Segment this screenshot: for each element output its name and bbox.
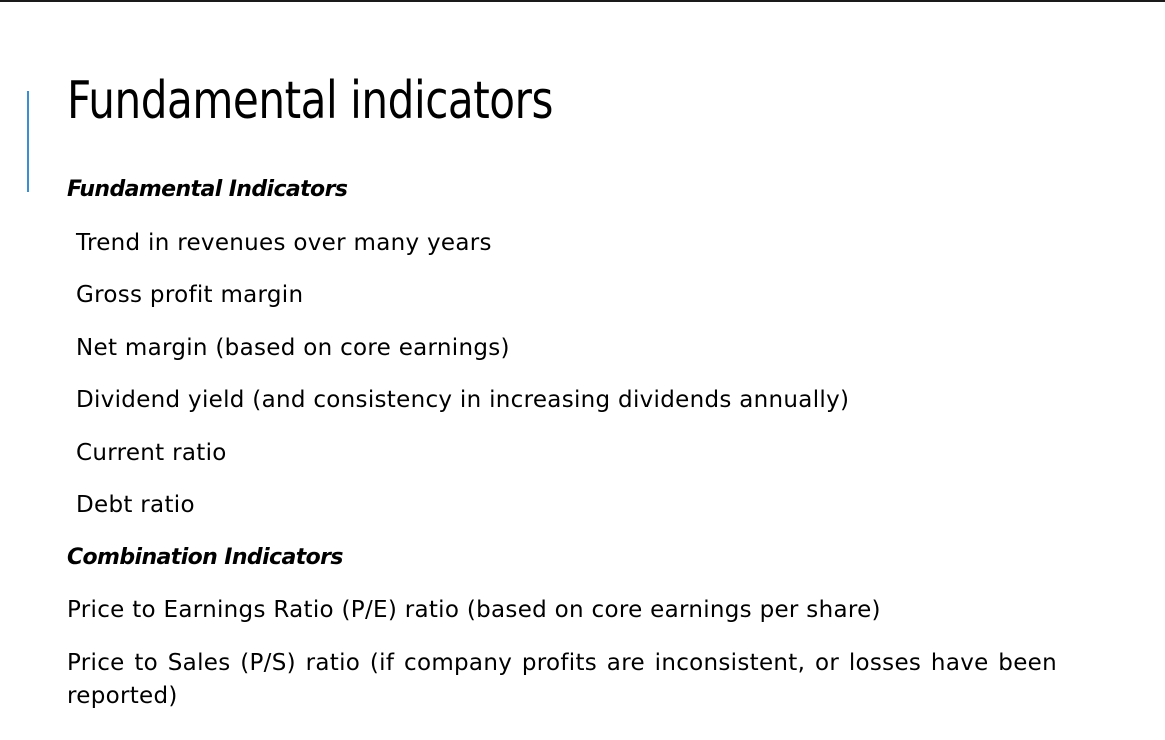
title-accent-bar [27,91,29,192]
list-item: Price to Sales (P/S) ratio (if company p… [67,649,1057,709]
list-item: Net margin (based on core earnings) [76,334,510,361]
list-item: Trend in revenues over many years [76,229,492,256]
section-heading-combination: Combination Indicators [67,544,343,570]
list-item: Current ratio [76,439,227,466]
slide-content: Fundamental Indicators Trend in revenues… [67,174,1067,733]
list-item: Gross profit margin [76,282,304,308]
list-item: Debt ratio [76,492,195,518]
section-heading-fundamental: Fundamental Indicators [67,177,348,202]
list-item: Dividend yield (and consistency in incre… [76,387,850,413]
list-item: Price to Earnings Ratio (P/E) ratio (bas… [67,597,881,623]
slide-title: Fundamental indicators [67,71,553,131]
top-border [0,0,1165,2]
